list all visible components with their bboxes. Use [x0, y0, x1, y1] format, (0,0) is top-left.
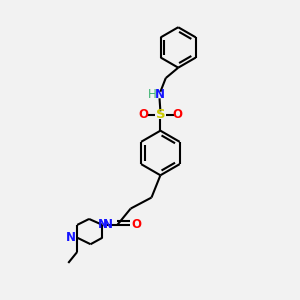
Text: H: H: [148, 88, 157, 101]
Text: N: N: [103, 218, 113, 231]
Text: O: O: [172, 108, 183, 122]
Text: O: O: [132, 218, 142, 231]
Text: N: N: [66, 231, 76, 244]
Text: S: S: [156, 108, 165, 122]
Text: O: O: [138, 108, 148, 122]
Text: N: N: [154, 88, 164, 101]
Text: N: N: [98, 218, 107, 231]
